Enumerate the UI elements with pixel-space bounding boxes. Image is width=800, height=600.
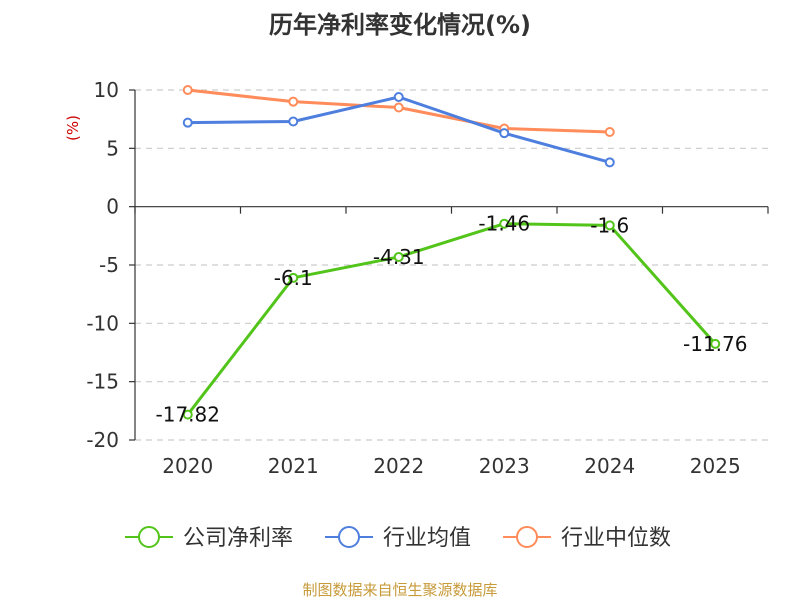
legend-label: 公司净利率 (183, 526, 293, 551)
data-point (288, 116, 299, 127)
y-tick-label: 5 (106, 136, 119, 160)
series-group (182, 85, 721, 420)
legend-marker (516, 526, 538, 548)
data-point (604, 127, 615, 137)
data-point (710, 338, 721, 349)
data-point (604, 220, 615, 231)
chart-title: 历年净利率变化情况(%) (269, 11, 531, 39)
series-line (186, 222, 717, 416)
data-label: -1.46 (478, 212, 530, 236)
y-axis-unit: (%) (64, 115, 82, 141)
data-point (182, 85, 193, 95)
x-tick-label: 2025 (690, 454, 741, 478)
data-point (182, 409, 193, 420)
y-tick-label: -10 (86, 311, 119, 335)
legend: 公司净利率 行业均值 行业中位数 (125, 526, 671, 551)
grid-lines (135, 89, 768, 441)
data-labels: -17.82 -6.1 -4.31 -1.46 -1.6 -11.76 (156, 212, 748, 427)
data-point (393, 92, 404, 102)
legend-label: 行业均值 (383, 526, 471, 551)
legend-item[interactable]: 行业均值 (325, 526, 471, 551)
y-tick-label: 0 (106, 195, 119, 219)
x-tick-label: 2020 (162, 454, 213, 478)
x-tick-label: 2021 (268, 454, 319, 478)
footer-source: 制图数据来自恒生聚源数据库 (302, 581, 497, 599)
x-tick-label: 2022 (373, 454, 424, 478)
x-tick-label: 2023 (479, 454, 530, 478)
legend-marker (338, 526, 360, 548)
data-label: -4.31 (373, 245, 425, 269)
data-point (393, 102, 404, 113)
y-tick-label: -5 (99, 253, 119, 277)
data-point (499, 128, 510, 139)
x-tick-label: 2024 (584, 454, 635, 478)
legend-label: 行业中位数 (561, 526, 671, 551)
data-point (182, 117, 193, 128)
data-point (393, 251, 404, 262)
axes: 10 5 0 -5 -10 -15 -20 2020 2021 2022 2023 2024 2025 (86, 78, 769, 478)
data-point (288, 272, 299, 283)
y-tick-label: -20 (86, 428, 119, 452)
data-label: -1.6 (590, 213, 629, 237)
data-point (604, 157, 615, 168)
data-label: -6.1 (274, 266, 313, 290)
data-point (288, 96, 299, 107)
legend-marker (138, 526, 160, 548)
data-label: -11.76 (683, 332, 747, 356)
y-tick-label: 10 (94, 78, 119, 102)
legend-item[interactable]: 公司净利率 (125, 526, 293, 551)
data-point (499, 218, 510, 229)
legend-item[interactable]: 行业中位数 (503, 526, 671, 551)
y-tick-label: -15 (86, 370, 119, 394)
data-label: -17.82 (156, 403, 220, 427)
